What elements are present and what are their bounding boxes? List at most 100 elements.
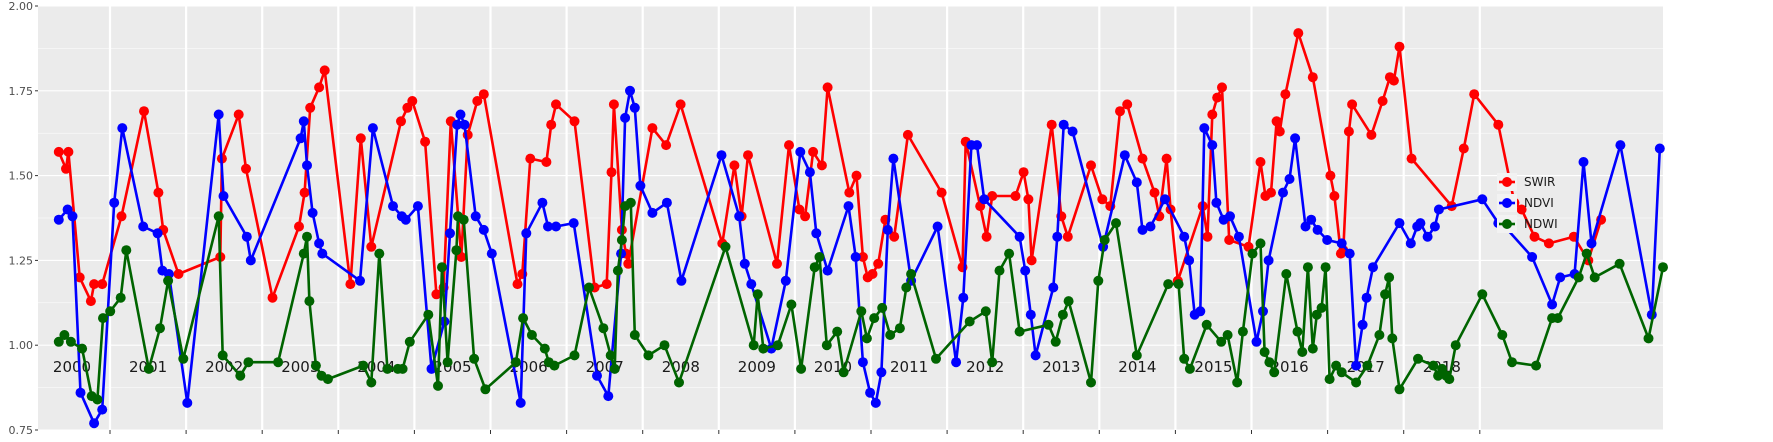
data-point-ndvi [1137,224,1148,235]
data-point-ndvi [551,221,561,232]
data-point-ndwi [1184,363,1195,374]
data-point-ndvi [1344,248,1355,259]
data-point-swir [844,187,855,198]
data-point-ndwi [1057,309,1068,320]
data-point-swir [74,272,85,283]
data-point-swir [936,187,947,198]
data-point-swir [319,65,330,76]
data-point-swir [1493,119,1504,130]
data-point-ndvi [882,224,893,235]
data-point-swir [525,153,536,164]
data-point-ndvi [388,201,398,212]
data-point-ndvi [245,255,256,266]
data-point-swir [851,170,862,181]
data-point-swir [1406,153,1417,164]
data-point-ndwi [609,363,620,374]
data-point-ndvi [888,153,899,164]
data-point-ndvi [1300,221,1311,232]
data-point-ndvi [865,387,876,398]
data-point-ndvi [455,109,466,120]
data-point-swir [729,160,740,171]
data-point-swir [345,279,356,290]
data-point-ndwi [77,343,88,354]
data-point-swir [396,116,406,127]
data-point-ndvi [795,146,806,157]
data-point-ndwi [1374,330,1385,340]
data-point-swir [981,231,992,242]
data-point-ndwi [605,350,616,361]
data-point-swir [85,296,96,307]
data-point-ndvi [603,391,614,402]
data-point-ndvi [445,228,455,239]
data-point-swir [1046,119,1057,130]
data-point-ndwi [243,357,254,368]
data-point-ndwi [1614,258,1625,269]
data-point-ndwi [1255,238,1266,249]
data-point-ndwi [598,323,609,334]
data-point-ndwi [1394,384,1405,395]
data-point-ndwi [1131,350,1142,361]
data-point-swir [294,221,304,232]
data-point-ndvi [1058,119,1069,130]
data-point-swir [772,258,782,269]
data-point-ndwi [1099,235,1110,245]
data-point-ndvi [1555,272,1566,283]
data-point-ndwi [584,282,594,293]
data-point-ndwi [1573,272,1584,283]
data-point-ndvi [804,167,815,178]
data-point-ndvi [355,275,365,286]
data-point-ndvi [241,231,252,242]
data-point-swir [867,269,878,279]
data-point-swir [1266,187,1276,198]
data-point-ndwi [906,269,917,279]
data-point-swir [1516,204,1527,215]
data-point-ndvi [1405,238,1416,249]
data-point-ndwi [53,336,64,347]
data-point-ndwi [310,360,321,371]
data-point-ndvi [426,363,437,374]
data-point-ndwi [358,360,369,371]
data-point-swir [1115,106,1125,117]
data-point-swir [472,96,483,106]
data-point-swir [1394,41,1405,52]
data-point-ndwi [1477,289,1488,300]
data-point-ndvi [1415,218,1426,229]
data-point-ndvi [470,211,481,222]
data-point-swir [623,258,634,269]
data-point-ndvi [780,275,791,286]
series-ndvi [53,85,1665,429]
data-point-ndwi [1297,347,1308,357]
data-point-ndvi [568,218,579,229]
data-point-swir [407,96,418,106]
data-point-ndwi [1336,367,1347,378]
data-point-ndwi [273,357,284,368]
data-point-ndwi [105,306,116,317]
data-point-ndvi [739,258,750,269]
data-point-ndvi [876,367,887,378]
data-point-swir [569,116,580,127]
data-point-ndwi [931,353,941,364]
legend-label-swir: SWIR [1524,175,1555,189]
data-point-ndwi [674,377,684,388]
data-point-ndvi [1527,252,1538,262]
data-point-ndwi [856,306,867,317]
data-point-ndvi [647,207,658,218]
year-label: 2002 [205,358,243,376]
data-point-ndwi [302,231,312,242]
data-point-ndwi [458,214,469,225]
data-point-ndwi [786,299,797,310]
data-point-swir [355,133,366,144]
data-point-ndwi [451,245,462,256]
data-point-ndwi [304,296,315,307]
data-point-ndvi [734,211,745,222]
data-point-ndvi [521,228,532,239]
data-point-ndwi [1444,374,1455,385]
data-point-ndwi [92,394,103,405]
data-point-ndvi [452,119,463,130]
data-point-ndvi [1322,235,1333,245]
data-point-ndvi [307,207,318,218]
data-point-ndwi [59,330,70,340]
data-point-ndvi [1179,231,1190,242]
data-point-ndvi [67,211,78,222]
data-point-ndvi [97,404,108,415]
